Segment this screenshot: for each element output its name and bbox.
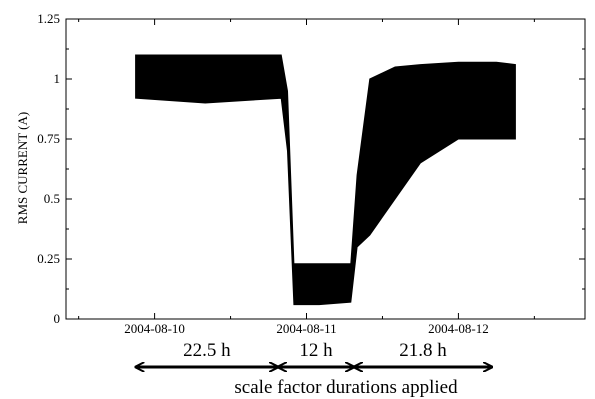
- y-tick-label: 1.25: [37, 11, 60, 26]
- duration-label: 21.8 h: [399, 340, 447, 361]
- duration-annotations: 22.5 h 12 h 21.8 h: [136, 340, 492, 367]
- y-tick-label: 0.25: [37, 251, 60, 266]
- current-band: [135, 54, 516, 306]
- current-band-0: [135, 54, 516, 306]
- duration-label: 22.5 h: [183, 340, 231, 361]
- y-axis-title: RMS CURRENT (A): [15, 112, 30, 224]
- y-axis: 0 0.25 0.5 0.75 1 1.25: [37, 11, 585, 326]
- x-tick-label: 2004-08-10: [124, 321, 185, 336]
- x-axis: 2004-08-10 2004-08-11 2004-08-12: [78, 19, 535, 336]
- duration-label: 12 h: [299, 340, 333, 361]
- caption: scale factor durations applied: [234, 377, 458, 398]
- y-tick-label: 1: [54, 71, 61, 86]
- y-tick-label: 0.75: [37, 131, 60, 146]
- x-tick-label: 2004-08-12: [428, 321, 489, 336]
- x-tick-label: 2004-08-11: [276, 321, 336, 336]
- y-tick-label: 0: [54, 311, 61, 326]
- y-tick-label: 0.5: [44, 191, 60, 206]
